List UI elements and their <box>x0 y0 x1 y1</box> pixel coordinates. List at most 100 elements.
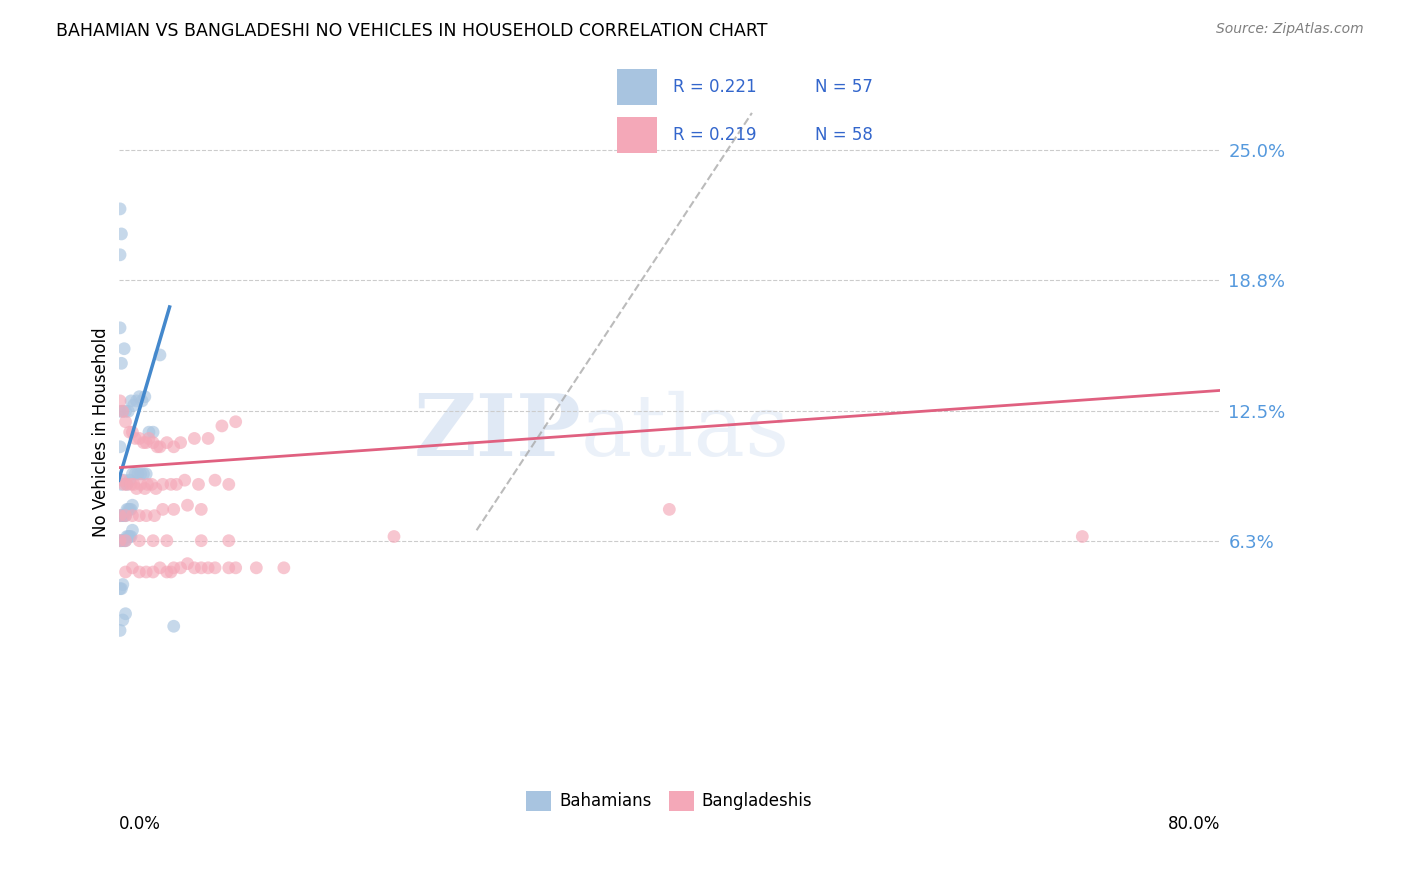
Point <box>173 473 195 487</box>
Point <box>142 435 165 450</box>
Point <box>135 565 157 579</box>
Point <box>108 624 131 638</box>
Point <box>142 533 165 548</box>
Point <box>183 432 205 446</box>
Point <box>114 508 136 523</box>
Point <box>122 398 145 412</box>
Point <box>111 533 134 548</box>
Point <box>138 432 160 446</box>
Point <box>135 508 157 523</box>
Point <box>1071 529 1094 543</box>
Point <box>112 342 135 356</box>
Point <box>169 435 191 450</box>
Point <box>120 477 142 491</box>
Point <box>125 482 148 496</box>
Point <box>128 432 150 446</box>
Point <box>160 565 183 579</box>
Point <box>110 356 132 370</box>
Point <box>149 440 172 454</box>
Point <box>121 523 143 537</box>
Text: R = 0.219: R = 0.219 <box>672 126 756 144</box>
Point <box>141 477 163 491</box>
Point <box>132 467 155 481</box>
Legend: Bahamians, Bangladeshis: Bahamians, Bangladeshis <box>519 784 820 818</box>
Point <box>128 533 150 548</box>
Point <box>131 393 153 408</box>
Point <box>111 613 134 627</box>
Point <box>128 508 150 523</box>
Point <box>156 533 179 548</box>
Point <box>115 529 138 543</box>
Point <box>190 533 212 548</box>
Text: Source: ZipAtlas.com: Source: ZipAtlas.com <box>1216 22 1364 37</box>
Point <box>121 508 143 523</box>
Point <box>149 348 172 362</box>
Text: atlas: atlas <box>581 391 790 474</box>
Point <box>382 529 405 543</box>
Point <box>115 477 138 491</box>
Point <box>112 533 135 548</box>
Point <box>115 477 138 491</box>
Point <box>218 561 240 575</box>
Point <box>658 502 681 516</box>
Point <box>128 390 150 404</box>
Point <box>114 404 136 418</box>
Point <box>118 529 141 543</box>
Point <box>121 498 143 512</box>
Point <box>117 404 139 418</box>
Point <box>134 482 156 496</box>
Point <box>112 473 135 487</box>
Point <box>197 432 219 446</box>
Y-axis label: No Vehicles in Household: No Vehicles in Household <box>93 327 110 537</box>
Point <box>111 404 134 418</box>
Point <box>125 393 148 408</box>
Point <box>128 565 150 579</box>
Point <box>114 508 136 523</box>
Point <box>166 477 188 491</box>
Point <box>190 502 212 516</box>
Point <box>163 440 186 454</box>
Point <box>225 561 247 575</box>
Point <box>142 425 165 440</box>
Text: N = 57: N = 57 <box>815 78 873 96</box>
Point <box>156 435 179 450</box>
Point <box>163 502 186 516</box>
Point <box>273 561 295 575</box>
Point <box>204 561 226 575</box>
Point <box>176 498 198 512</box>
Point <box>110 508 132 523</box>
Point <box>118 502 141 516</box>
Point <box>149 561 172 575</box>
Point <box>108 533 131 548</box>
Point <box>110 477 132 491</box>
Point <box>187 477 209 491</box>
Point <box>108 582 131 596</box>
Point <box>120 529 142 543</box>
FancyBboxPatch shape <box>617 118 657 153</box>
Point <box>111 577 134 591</box>
Point <box>204 473 226 487</box>
Point <box>163 561 186 575</box>
Point <box>108 321 131 335</box>
Point <box>121 467 143 481</box>
Point <box>110 473 132 487</box>
Point <box>114 533 136 548</box>
Point <box>190 561 212 575</box>
Point <box>183 561 205 575</box>
Point <box>146 440 169 454</box>
Point <box>145 482 167 496</box>
Point <box>110 227 132 241</box>
Point <box>138 425 160 440</box>
Point <box>117 529 139 543</box>
Point <box>142 565 165 579</box>
Point <box>163 619 186 633</box>
Point <box>115 502 138 516</box>
Point <box>211 418 233 433</box>
Point <box>245 561 267 575</box>
FancyBboxPatch shape <box>617 70 657 104</box>
Point <box>143 508 166 523</box>
Point <box>120 393 142 408</box>
Text: ZIP: ZIP <box>413 390 581 475</box>
Point <box>225 415 247 429</box>
Point <box>112 508 135 523</box>
